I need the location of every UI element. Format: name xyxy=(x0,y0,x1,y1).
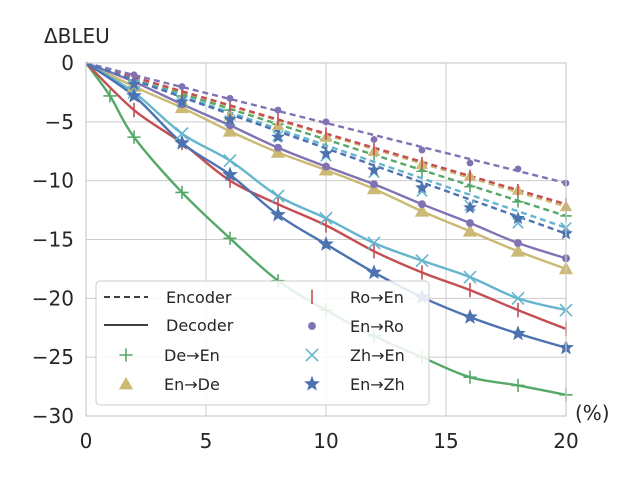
decoder-point-en-to-de xyxy=(462,224,478,237)
encoder-point-de-to-en xyxy=(464,180,476,193)
decoder-point-en-to-ro xyxy=(322,162,330,171)
decoder-point-en-to-de xyxy=(414,204,430,217)
y-axis-title: ΔBLEU xyxy=(44,24,110,48)
decoder-point-zh-to-en xyxy=(175,126,189,141)
x-tick-label: 10 xyxy=(313,429,338,453)
encoder-point-en-to-ro xyxy=(466,159,474,167)
legend-marker-en-to-zh xyxy=(304,375,320,391)
x-tick-label: 15 xyxy=(433,429,458,453)
x-tick-label: 5 xyxy=(200,429,213,453)
decoder-point-en-to-zh xyxy=(174,134,190,150)
decoder-point-en-to-de xyxy=(510,244,526,257)
decoder-point-en-to-zh xyxy=(318,235,334,251)
legend-label-encoder: Encoder xyxy=(166,288,232,307)
tick-labels: 0 5 10 15 20 0 −5 −10 −15 −20 −25 −30 xyxy=(32,51,579,453)
legend-marker-zh-to-en xyxy=(305,348,319,362)
encoder-point-en-to-ro xyxy=(130,71,138,79)
y-tick-label: −20 xyxy=(32,286,74,310)
encoder-point-de-to-en xyxy=(512,196,524,208)
decoder-point-en-to-ro xyxy=(274,143,282,152)
decoder-point-de-to-en xyxy=(175,185,189,200)
encoder-point-en-to-zh xyxy=(127,77,141,90)
encoder-point-en-to-zh xyxy=(223,112,237,126)
legend-label-zh-to-en: Zh→En xyxy=(350,346,405,365)
y-tick-label: −30 xyxy=(32,404,74,428)
encoder-point-en-to-ro xyxy=(322,118,330,126)
encoder-point-en-to-zh xyxy=(463,200,477,214)
encoder-point-en-to-zh xyxy=(511,211,525,225)
encoder-point-en-to-ro xyxy=(418,146,426,154)
legend-label-en-to-de: En→De xyxy=(164,375,220,394)
encoder-point-en-to-ro xyxy=(514,165,522,173)
y-tick-label: −10 xyxy=(32,169,74,193)
decoder-point-de-to-en xyxy=(511,378,525,393)
decoder-point-en-to-zh xyxy=(462,308,478,324)
legend-label-en-to-zh: En→Zh xyxy=(350,375,405,394)
plot-frame xyxy=(85,62,567,417)
encoder-point-en-to-ro xyxy=(226,94,234,102)
legend-label-ro-to-en: Ro→En xyxy=(350,288,404,307)
encoder-point-en-to-zh xyxy=(319,146,333,160)
decoder-point-zh-to-en xyxy=(271,189,285,203)
encoder-point-en-to-ro xyxy=(178,83,186,90)
legend-marker-en-to-ro xyxy=(308,322,316,330)
legend-marker-en-to-de xyxy=(118,376,134,390)
encoder-point-en-to-zh xyxy=(367,162,381,176)
y-tick-label: −15 xyxy=(32,228,74,252)
legend-label-decoder: Decoder xyxy=(166,316,234,335)
decoder-point-en-to-zh xyxy=(510,325,526,341)
decoder-point-de-to-en xyxy=(463,370,477,384)
decoder-point-zh-to-en xyxy=(319,211,333,225)
encoder-line-en-to-ro xyxy=(85,61,567,185)
decoder-point-zh-to-en xyxy=(367,236,381,250)
x-tick-label: 20 xyxy=(553,429,578,453)
decoder-point-en-to-ro xyxy=(418,200,426,209)
decoder-point-en-to-zh xyxy=(222,166,238,182)
y-tick-label: −25 xyxy=(32,345,74,369)
encoder-point-en-to-zh xyxy=(175,94,189,108)
decoder-point-zh-to-en xyxy=(511,291,525,305)
encoder-point-en-to-ro xyxy=(370,136,378,143)
legend-marker-de-to-en xyxy=(119,348,133,362)
decoder-point-zh-to-en xyxy=(415,254,429,268)
decoder-point-zh-to-en xyxy=(223,154,237,168)
decoder-point-en-to-ro xyxy=(514,239,522,247)
decoder-point-en-to-de xyxy=(222,124,238,137)
encoder-point-zh-to-en xyxy=(512,217,524,229)
decoder-point-en-to-ro xyxy=(370,180,378,189)
decoder-point-en-to-zh xyxy=(126,87,142,103)
decoder-point-de-to-en xyxy=(127,130,141,144)
legend-box xyxy=(95,280,430,406)
decoder-point-de-to-en xyxy=(103,89,117,103)
encoder-point-en-to-zh xyxy=(271,130,285,143)
legend: Encoder Decoder De→En En→De Ro→En En→Ro Zh→En E… xyxy=(95,280,430,406)
decoder-point-en-to-ro xyxy=(466,219,474,227)
decoder-point-zh-to-en xyxy=(463,270,477,284)
encoder-point-en-to-zh xyxy=(415,180,429,194)
y-tick-label: 0 xyxy=(61,51,74,75)
x-axis-title: (%) xyxy=(575,401,610,425)
decoder-point-de-to-en xyxy=(223,231,237,245)
x-tick-label: 0 xyxy=(80,429,93,453)
decoder-point-en-to-zh xyxy=(270,206,286,222)
y-tick-label: −5 xyxy=(45,110,74,134)
legend-label-en-to-ro: En→Ro xyxy=(350,317,404,336)
legend-label-de-to-en: De→En xyxy=(164,346,220,365)
encoder-point-en-to-ro xyxy=(274,106,282,114)
decoder-point-en-to-zh xyxy=(366,264,382,280)
